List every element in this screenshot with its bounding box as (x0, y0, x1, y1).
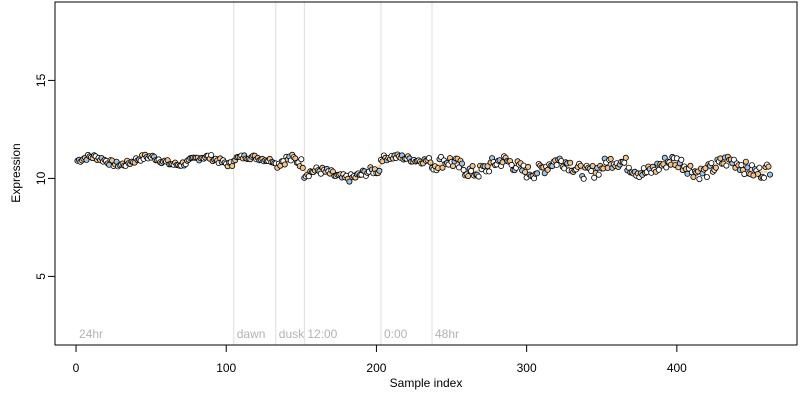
y-axis-title: Expression (9, 143, 23, 202)
data-point (346, 178, 353, 185)
data-point (567, 159, 574, 166)
time-annotation: 0:00 (384, 327, 408, 341)
time-marker-lines (233, 2, 433, 345)
time-annotation: dawn (237, 327, 266, 341)
data-point (702, 165, 709, 172)
data-point (723, 162, 730, 169)
y-axis: 5 10 15 (34, 73, 55, 280)
x-axis: 0 100 200 300 400 (73, 344, 687, 375)
data-point (696, 176, 703, 183)
data-point (522, 169, 529, 176)
data-points (74, 151, 774, 185)
data-point (607, 155, 614, 162)
time-annotation: 48hr (435, 327, 459, 341)
y-tick-label: 5 (34, 273, 48, 280)
data-point (465, 173, 472, 180)
data-point (621, 159, 628, 166)
data-point (663, 164, 670, 171)
data-point (534, 170, 541, 177)
data-point (208, 152, 215, 159)
data-point (281, 161, 288, 168)
data-point (553, 161, 560, 168)
data-point (748, 162, 755, 169)
time-annotation: dusk (279, 327, 305, 341)
data-point (486, 168, 493, 175)
data-point (687, 162, 694, 169)
data-point (765, 163, 772, 170)
time-annotation: 24hr (79, 327, 103, 341)
data-point (690, 173, 697, 180)
data-point (767, 171, 774, 178)
data-point (595, 171, 602, 178)
data-point (475, 173, 482, 180)
data-point (468, 167, 475, 174)
data-point (469, 162, 476, 169)
data-point (460, 166, 467, 173)
data-point (655, 166, 662, 173)
data-point (712, 164, 719, 171)
data-point (708, 160, 715, 167)
data-point (298, 156, 305, 163)
data-point (678, 156, 685, 163)
data-point (525, 163, 532, 170)
data-point (703, 173, 710, 180)
data-point (439, 164, 446, 171)
data-point (299, 164, 306, 171)
x-tick-label: 200 (366, 361, 386, 375)
data-point (544, 166, 551, 173)
x-tick-label: 0 (73, 361, 80, 375)
y-tick-label: 10 (34, 171, 48, 185)
data-point (455, 164, 462, 171)
x-axis-title: Sample index (390, 376, 463, 390)
data-point (458, 160, 465, 167)
data-point (730, 156, 737, 163)
data-point (427, 159, 434, 166)
data-point (622, 154, 629, 161)
x-tick-label: 400 (667, 361, 687, 375)
data-point (756, 164, 763, 171)
data-point (761, 174, 768, 181)
data-point (661, 154, 668, 161)
time-annotation: 12:00 (307, 327, 337, 341)
x-tick-label: 100 (216, 361, 236, 375)
data-point (754, 170, 761, 177)
data-point (742, 158, 749, 165)
data-point (580, 175, 587, 182)
time-annotations: 24hr dawn dusk 12:00 0:00 48hr (79, 327, 459, 341)
y-tick-label: 15 (34, 73, 48, 87)
data-point (229, 162, 236, 169)
data-point (376, 167, 383, 174)
x-tick-label: 300 (517, 361, 537, 375)
